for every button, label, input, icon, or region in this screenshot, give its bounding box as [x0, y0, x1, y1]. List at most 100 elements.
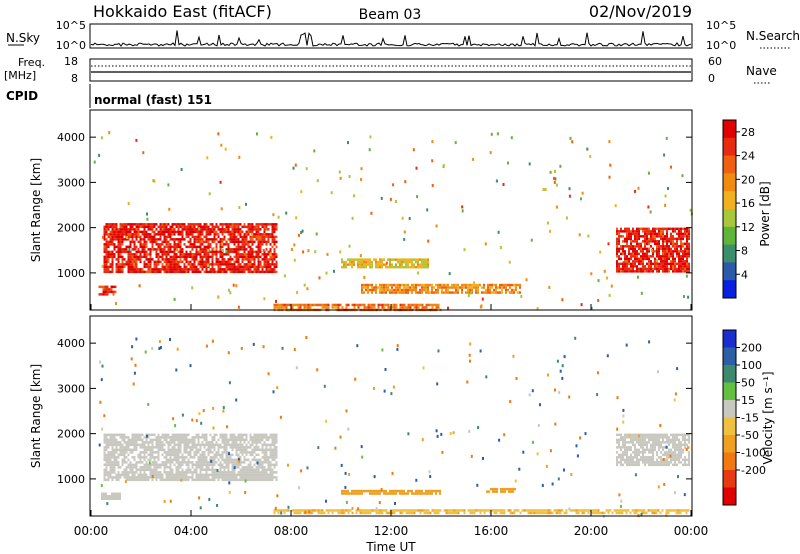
data-cell	[225, 451, 228, 454]
data-cell	[239, 245, 242, 249]
data-cell	[105, 453, 108, 457]
data-cell	[658, 265, 660, 268]
data-cell	[215, 441, 218, 444]
data-cell	[229, 223, 232, 226]
data-cell	[315, 232, 318, 236]
data-cell	[684, 456, 686, 459]
data-cell	[283, 509, 286, 512]
data-cell	[247, 258, 250, 261]
data-cell	[626, 255, 628, 258]
data-cell	[568, 187, 571, 191]
data-cell	[241, 438, 244, 442]
data-cell	[207, 240, 210, 244]
data-cell	[157, 245, 160, 249]
data-cell	[103, 238, 106, 241]
data-cell	[668, 267, 670, 271]
data-cell	[215, 258, 218, 261]
data-cell	[421, 509, 424, 512]
data-cell	[143, 453, 146, 457]
data-cell	[177, 230, 180, 234]
data-cell	[369, 509, 372, 512]
data-cell	[447, 286, 449, 289]
data-cell	[353, 258, 355, 261]
data-cell	[195, 250, 198, 254]
data-cell	[185, 476, 188, 479]
data-cell	[109, 463, 112, 467]
data-cell	[243, 223, 246, 226]
data-cell	[499, 509, 502, 512]
data-cell	[493, 509, 496, 512]
data-cell	[674, 242, 676, 246]
data-cell	[141, 255, 144, 259]
data-cell	[407, 283, 409, 287]
data-cell	[231, 250, 234, 254]
data-cell	[367, 288, 369, 292]
data-cell	[680, 232, 682, 236]
data-cell	[223, 438, 226, 442]
data-cell	[165, 230, 168, 234]
data-cell	[676, 240, 678, 243]
data-cell	[203, 446, 206, 449]
data-cell	[145, 258, 148, 261]
data-cell	[618, 247, 620, 251]
data-cell	[191, 245, 194, 249]
data-cell	[225, 463, 228, 467]
data-cell	[121, 235, 124, 239]
data-cell	[403, 260, 405, 264]
data-cell	[672, 458, 674, 462]
data-cell	[348, 175, 351, 178]
data-cell	[307, 306, 310, 309]
data-cell	[682, 245, 684, 248]
data-cell	[183, 456, 186, 459]
data-cell	[451, 509, 454, 512]
data-cell	[650, 446, 652, 449]
data-cell	[139, 235, 142, 239]
data-cell	[165, 225, 168, 229]
data-cell	[419, 303, 422, 307]
data-cell	[151, 223, 154, 226]
data-cell	[624, 250, 626, 253]
data-cell	[153, 263, 156, 266]
data-cell	[219, 453, 222, 457]
data-cell	[648, 257, 650, 261]
data-cell	[385, 303, 388, 307]
data-cell	[133, 456, 136, 459]
data-cell	[297, 303, 300, 307]
data-cell	[225, 461, 228, 464]
data-cell	[107, 476, 110, 479]
colorbar-segment	[723, 209, 736, 228]
data-cell	[229, 291, 232, 295]
data-cell	[371, 306, 374, 309]
data-cell	[221, 225, 224, 229]
data-cell	[257, 235, 260, 239]
data-cell	[225, 458, 228, 462]
data-cell	[620, 458, 622, 462]
data-cell	[251, 240, 254, 244]
data-cell	[205, 225, 208, 229]
data-cell	[632, 227, 634, 231]
data-cell	[607, 511, 610, 515]
data-cell	[157, 268, 160, 271]
data-cell	[684, 252, 686, 256]
data-cell	[193, 451, 196, 454]
data-cell	[251, 458, 254, 462]
data-cell	[213, 471, 216, 474]
data-cell	[338, 170, 341, 174]
data-cell	[469, 286, 471, 289]
data-cell	[367, 303, 370, 307]
data-cell	[672, 245, 674, 248]
data-cell	[139, 243, 142, 246]
data-cell	[149, 225, 152, 229]
data-cell	[175, 453, 178, 457]
data-cell	[163, 248, 166, 251]
data-cell	[185, 433, 188, 437]
data-cell	[199, 238, 202, 241]
data-cell	[175, 245, 178, 249]
data-cell	[169, 476, 172, 479]
data-cell	[113, 438, 116, 442]
data-cell	[109, 230, 112, 234]
data-cell	[175, 476, 178, 479]
data-cell	[229, 456, 232, 459]
data-cell	[141, 433, 144, 437]
